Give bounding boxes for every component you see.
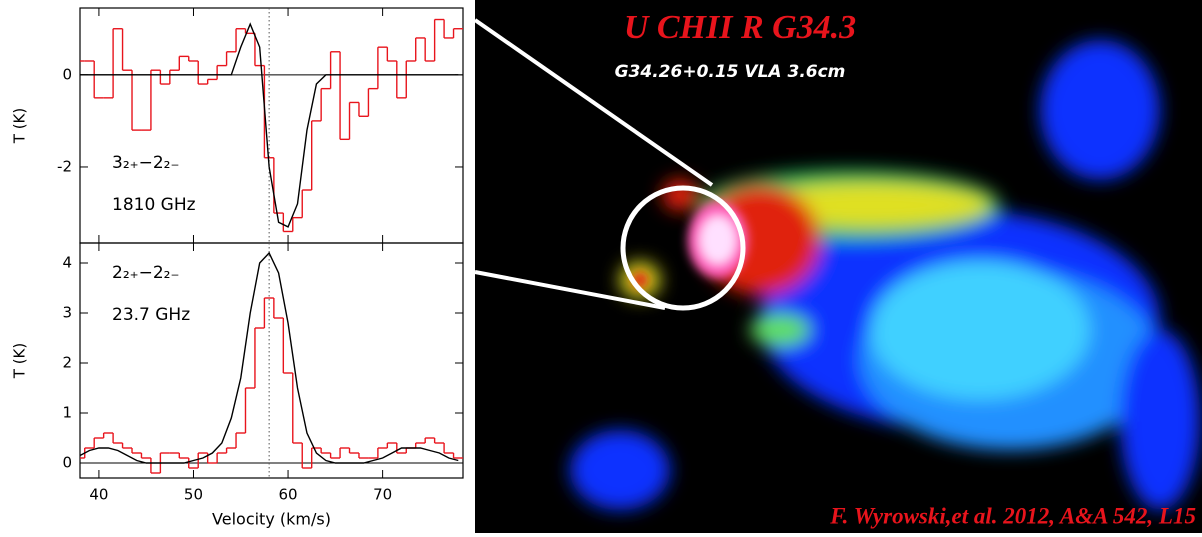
y-tick-label: -2 (57, 157, 72, 175)
x-axis-label: Velocity (km/s) (212, 510, 331, 529)
y-tick-label: 3 (62, 304, 72, 322)
y-tick-label: 1 (62, 404, 72, 422)
model-line (79, 251, 459, 464)
x-tick-label: 70 (373, 486, 392, 504)
y-tick-label: 4 (62, 254, 72, 272)
y-axis-label: T (K) (11, 343, 29, 379)
x-tick-label: 60 (279, 486, 298, 504)
x-tick-label: 50 (184, 486, 203, 504)
annotation: 23.7 GHz (112, 305, 190, 325)
image-title: U CHII R G34.3 (624, 9, 856, 46)
radio-image: U CHII R G34.3 G34.26+0.15 VLA 3.6cm F. … (473, 0, 1202, 533)
annotation: 1810 GHz (112, 195, 196, 215)
y-tick-label: 2 (62, 354, 72, 372)
image-credit: F. Wyrowski,et al. 2012, A&A 542, L15 (829, 503, 1196, 528)
x-tick-label: 40 (89, 486, 108, 504)
annotation: 2₂₊−2₂₋ (112, 263, 179, 283)
annotation: 3₂₊−2₂₋ (112, 153, 179, 173)
y-tick-label: 0 (62, 65, 72, 83)
image-subtitle: G34.26+0.15 VLA 3.6cm (615, 62, 846, 82)
y-axis-label: T (K) (11, 108, 29, 144)
plot-frame (79, 242, 464, 479)
model-line (80, 22, 459, 228)
y-tick-label: 0 (62, 454, 72, 472)
